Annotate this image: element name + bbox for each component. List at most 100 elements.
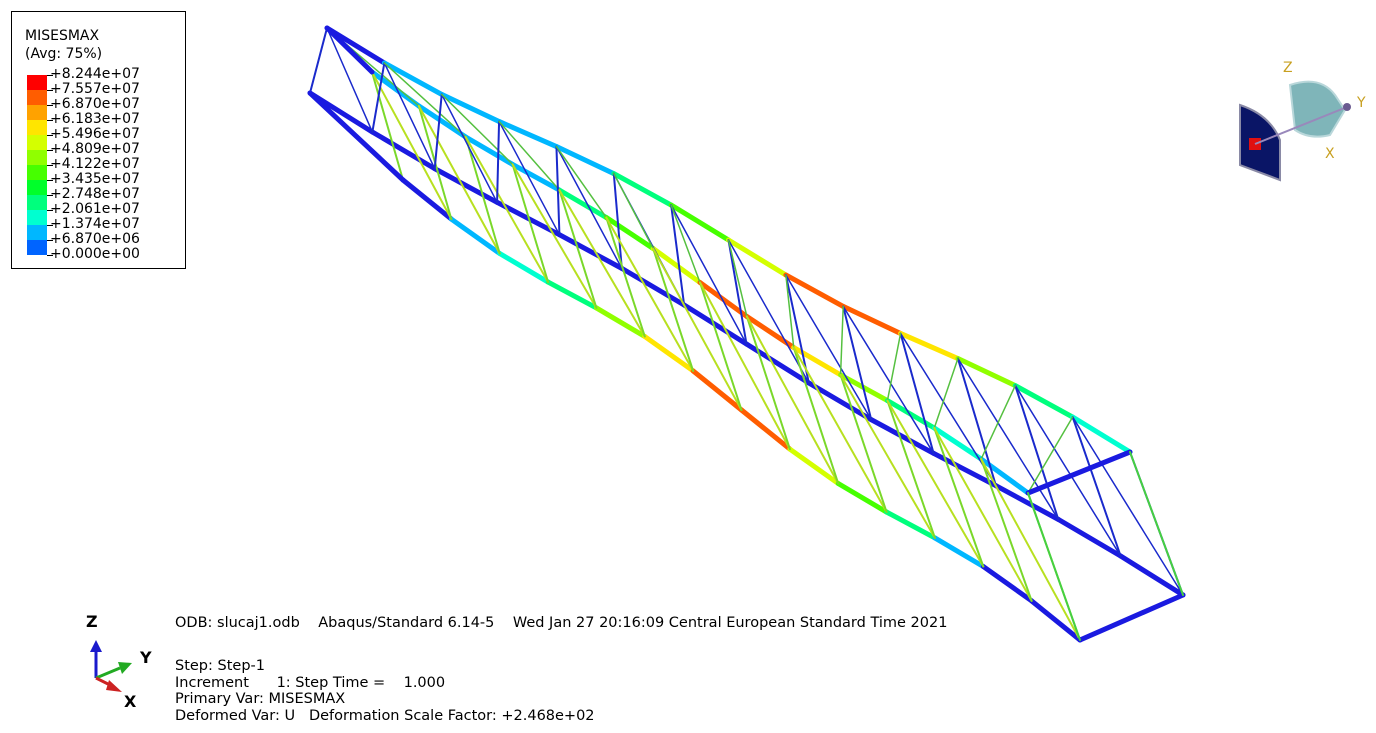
legend-tick: [47, 120, 53, 121]
near-diagonal: [417, 104, 501, 255]
legend-tick: [47, 180, 53, 181]
top-near-chord: [650, 246, 703, 285]
far-web-member: [727, 239, 748, 345]
far-web-member: [496, 120, 501, 204]
legend-swatch: [27, 195, 47, 210]
triad-y-axis: [95, 666, 121, 680]
view-cube-y-axis-end: [1343, 103, 1351, 111]
legend-swatch: [27, 90, 47, 105]
bottom-near-chord: [739, 407, 793, 452]
bottom-far-chord: [681, 302, 749, 347]
top-near-chord: [931, 425, 984, 462]
triad-z-arrow: [90, 640, 102, 652]
view-cube-z-label: Z: [1283, 60, 1293, 76]
odb-info-line: ODB: slucaj1.odb Abaqus/Standard 6.14-5 …: [175, 615, 948, 631]
top-bracing: [886, 332, 902, 402]
near-diagonal: [464, 136, 550, 284]
legend-tick: [47, 165, 53, 166]
triad-y-label: Y: [140, 648, 152, 667]
legend-tick: [47, 255, 53, 256]
view-cube-x-label: X: [1325, 146, 1335, 162]
top-far-chord: [1012, 383, 1076, 420]
bottom-near-chord: [980, 563, 1035, 604]
top-near-chord: [510, 161, 562, 193]
far-web-member: [309, 27, 328, 94]
legend-value: +0.000e+00: [50, 246, 140, 262]
far-diagonal: [899, 332, 997, 487]
legend-value: +6.870e+07: [50, 96, 140, 112]
top-bracing: [727, 239, 748, 318]
legend-swatch: [27, 180, 47, 195]
legend-swatch: [27, 210, 47, 225]
near-web-member: [652, 247, 695, 372]
near-web-member: [886, 399, 936, 539]
view-cube-top-face: [1288, 80, 1347, 138]
legend-swatch: [27, 135, 47, 150]
far-web-member: [371, 61, 386, 133]
top-bracing: [383, 62, 467, 138]
bottom-near-chord: [835, 481, 890, 515]
legend-value: +2.748e+07: [50, 186, 140, 202]
bottom-near-chord: [1029, 598, 1083, 643]
legend-tick: [47, 210, 53, 211]
bottom-near-chord: [593, 305, 648, 339]
legend-value: +3.435e+07: [50, 171, 140, 187]
top-far-chord: [1070, 414, 1133, 455]
near-web-member: [699, 281, 743, 411]
legend-swatch: [27, 105, 47, 120]
triad-z-label: Z: [86, 612, 98, 631]
legend-swatch: [27, 240, 47, 255]
far-diagonal: [555, 145, 623, 270]
legend-swatch: [27, 120, 47, 135]
view-cube-y-label: Y: [1357, 95, 1366, 111]
top-near-chord: [697, 280, 750, 319]
top-near-chord: [463, 134, 516, 167]
legend-value: +4.809e+07: [50, 141, 140, 157]
near-web-member: [558, 189, 598, 309]
bottom-near-chord: [642, 333, 696, 374]
bottom-near-chord: [884, 509, 938, 541]
top-bracing: [555, 145, 608, 219]
legend-tick: [47, 105, 53, 106]
top-near-chord: [884, 398, 937, 431]
bottom-far-chord: [931, 450, 999, 489]
legend-tick: [47, 225, 53, 226]
near-web-member: [745, 315, 791, 451]
bottom-far-chord: [806, 380, 874, 423]
top-far-chord: [898, 330, 961, 362]
top-far-chord: [726, 237, 789, 278]
legend-value: +7.557e+07: [50, 81, 140, 97]
far-web-member: [899, 332, 935, 455]
legend-subtitle: (Avg: 75%): [25, 46, 103, 62]
top-bracing: [980, 384, 1017, 460]
near-web-member: [980, 458, 1033, 602]
legend-value: +5.496e+07: [50, 126, 140, 142]
legend-title: MISESMAX: [25, 28, 100, 44]
legend-tick: [47, 75, 53, 76]
bottom-far-chord: [619, 265, 687, 308]
bottom-far-chord: [1118, 553, 1186, 598]
contour-legend[interactable]: MISESMAX (Avg: 75%) +8.244e+07 +7.557e+07…: [11, 11, 186, 269]
far-diagonal: [957, 357, 1060, 521]
top-near-chord: [556, 187, 609, 220]
near-web-member: [371, 71, 404, 181]
legend-swatch: [27, 165, 47, 180]
truss-bridge-model: [307, 25, 1186, 643]
legend-tick: [47, 240, 53, 241]
end-frame: [324, 25, 375, 75]
legend-swatch: [27, 150, 47, 165]
top-bracing: [440, 93, 514, 166]
top-near-chord: [603, 214, 656, 252]
bottom-far-chord: [432, 166, 500, 205]
bottom-far-chord: [369, 129, 438, 172]
bottom-near-chord: [400, 177, 454, 222]
near-diagonal: [511, 163, 598, 309]
bottom-far-chord: [556, 232, 625, 271]
top-bracing: [670, 204, 701, 284]
legend-tick: [47, 195, 53, 196]
far-diagonal: [440, 93, 498, 204]
view-cube[interactable]: [1225, 60, 1375, 190]
top-bracing: [839, 305, 844, 376]
increment-line: Increment 1: Step Time = 1.000: [175, 675, 446, 691]
